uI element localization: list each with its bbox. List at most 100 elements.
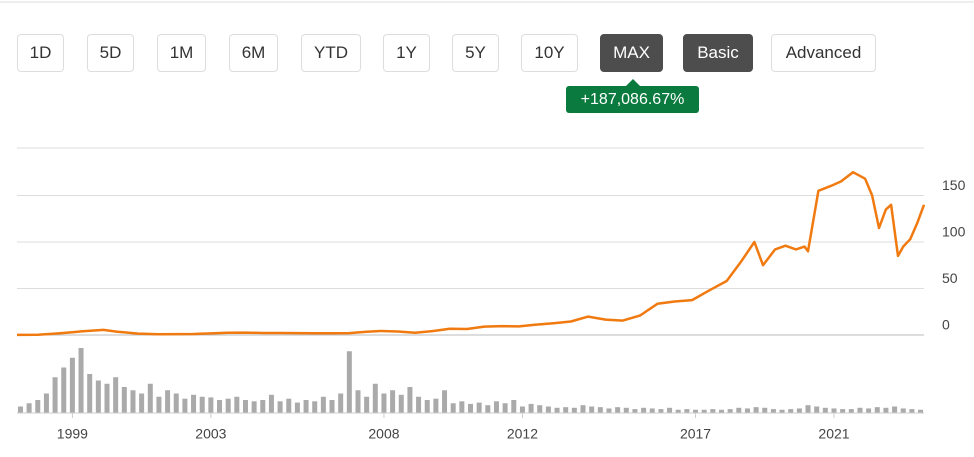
volume-bar: [130, 390, 136, 413]
volume-bar: [17, 406, 23, 413]
volume-bar: [312, 401, 318, 413]
volume-bar: [918, 409, 924, 413]
volume-bar: [770, 409, 776, 413]
volume-bar: [433, 398, 439, 413]
x-tick-label: 2012: [507, 426, 538, 442]
volume-bar: [303, 400, 309, 413]
volume-bar: [217, 400, 223, 413]
volume-bar: [407, 387, 413, 413]
volume-bar: [597, 407, 603, 413]
volume-bar: [883, 407, 889, 413]
volume-bar: [485, 405, 491, 413]
volume-bar: [381, 393, 387, 413]
volume-bar: [35, 400, 41, 413]
range-button[interactable]: 1Y: [383, 34, 430, 72]
range-button[interactable]: 5Y: [452, 34, 499, 72]
volume-bar: [121, 387, 127, 413]
range-button[interactable]: 10Y: [521, 34, 578, 72]
change-badge: +187,086.67%: [566, 79, 699, 113]
volume-bar: [649, 408, 655, 413]
volume-bar: [329, 400, 335, 413]
volume-bar: [476, 402, 482, 413]
volume-bar: [459, 401, 465, 413]
volume-bar: [191, 394, 197, 413]
volume-bar: [346, 351, 352, 413]
volume-bar: [225, 398, 231, 413]
volume-bar: [814, 406, 820, 413]
volume-bar: [701, 409, 707, 413]
range-button[interactable]: MAX: [600, 34, 663, 72]
volume-bar: [779, 409, 785, 413]
range-button[interactable]: Advanced: [771, 34, 876, 72]
volume-bar: [87, 374, 93, 413]
volume-bar: [294, 402, 300, 413]
volume-bar: [840, 409, 846, 413]
volume-bar: [199, 396, 205, 413]
volume-bar: [545, 406, 551, 413]
volume-bar: [909, 409, 915, 413]
volume-bar: [468, 403, 473, 413]
volume-bar: [156, 396, 162, 413]
volume-bar: [43, 393, 49, 413]
volume-bar: [372, 383, 378, 413]
volume-bar: [416, 396, 422, 413]
volume-bar: [511, 400, 517, 413]
volume-bar: [52, 377, 58, 413]
volume-bar: [173, 393, 179, 413]
volume-bar: [900, 408, 906, 413]
volume-bar: [26, 403, 32, 413]
volume-bar: [580, 405, 586, 413]
volume-bar: [866, 408, 872, 413]
volume-bar: [848, 409, 854, 413]
range-button[interactable]: 1M: [157, 34, 206, 72]
volume-bar: [528, 403, 534, 413]
volume-bar: [450, 403, 456, 413]
volume-bar: [355, 390, 361, 413]
volume-bar: [589, 406, 595, 413]
volume-bar: [95, 380, 101, 413]
volume-bar: [658, 409, 664, 413]
volume-bar: [139, 393, 145, 413]
x-tick-label: 2008: [368, 426, 399, 442]
volume-bar: [857, 407, 863, 413]
volume-bar: [874, 407, 880, 413]
volume-bar: [684, 409, 690, 413]
volume-bar: [563, 407, 569, 413]
volume-bar: [69, 357, 75, 413]
volume-bar: [537, 405, 543, 413]
x-tick-label: 1999: [57, 426, 88, 442]
volume-bar: [736, 407, 742, 413]
range-button[interactable]: 5D: [87, 34, 134, 72]
volume-bar: [623, 407, 629, 413]
volume-bar: [104, 383, 110, 413]
volume-bar: [208, 397, 214, 413]
volume-bar: [364, 396, 370, 413]
volume-bar: [260, 400, 266, 413]
volume-bar: [805, 405, 811, 413]
volume-bar: [606, 408, 612, 413]
y-tick-label: 100: [942, 224, 966, 240]
volume-bar: [718, 409, 724, 413]
volume-bar: [796, 408, 802, 413]
x-tick-label: 2003: [195, 426, 226, 442]
volume-bar: [831, 408, 837, 413]
range-button[interactable]: YTD: [301, 34, 361, 72]
volume-bar: [753, 407, 759, 413]
volume-bar: [502, 403, 508, 413]
price-line: [16, 170, 926, 337]
volume-bar: [727, 409, 733, 413]
range-button[interactable]: Basic: [683, 34, 753, 72]
y-tick-label: 50: [942, 270, 958, 286]
volume-bar: [398, 394, 404, 413]
volume-bar: [390, 390, 396, 413]
range-button[interactable]: 6M: [229, 34, 278, 72]
x-tick-label: 2021: [818, 426, 849, 442]
volume-bar: [675, 409, 681, 413]
volume-bar: [442, 390, 448, 413]
x-tick-label: 2017: [680, 426, 711, 442]
volume-bar: [78, 348, 84, 413]
range-button[interactable]: 1D: [17, 34, 64, 72]
volume-bar: [147, 383, 153, 413]
volume-bar: [165, 390, 171, 413]
